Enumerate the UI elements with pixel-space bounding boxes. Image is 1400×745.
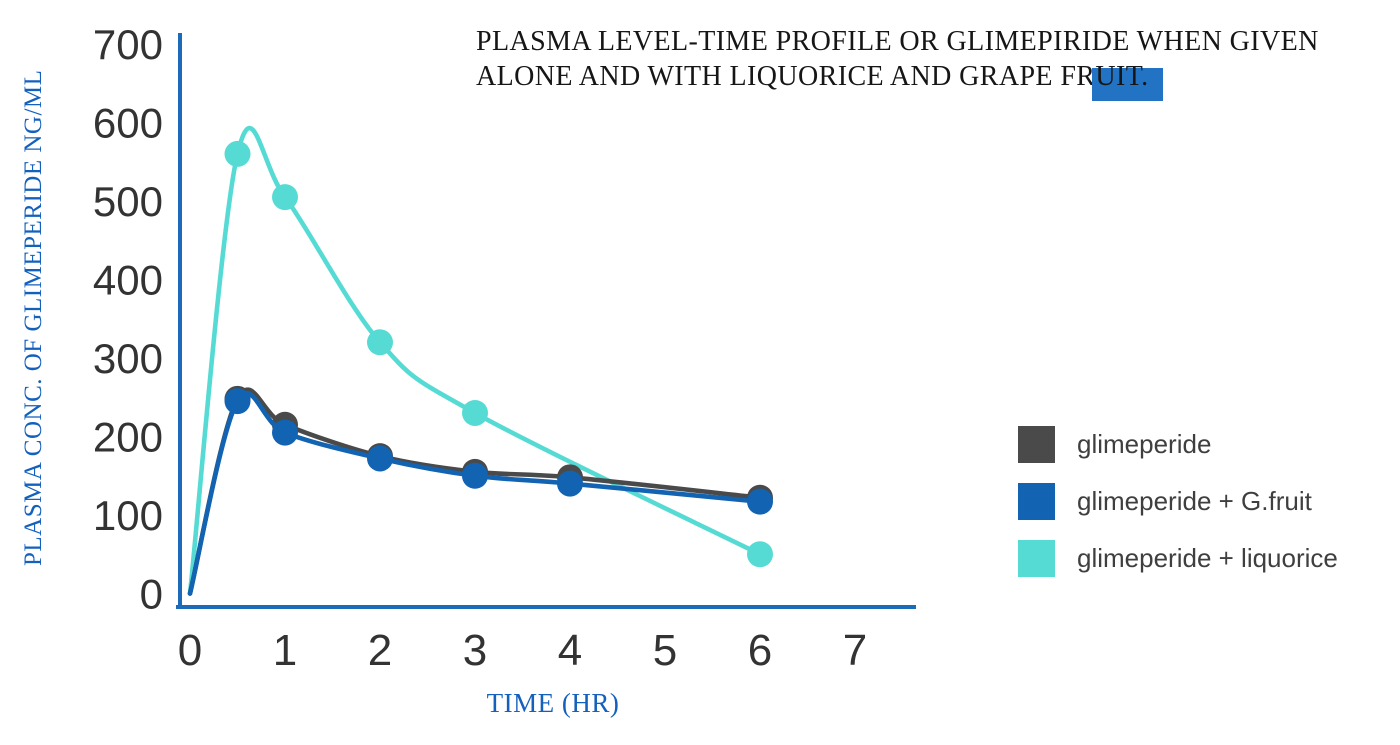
- y-tick-label-600: 600: [93, 100, 163, 147]
- y-tick-label-0: 0: [140, 571, 163, 618]
- data-point-series3-t2: [367, 329, 393, 356]
- legend-swatch-2: [1018, 483, 1055, 520]
- legend-item-3: glimeperide + liquorice: [1018, 540, 1338, 577]
- data-point-series2-t1: [272, 419, 298, 446]
- chart-title-line2-text: ALONE AND WITH LIQUORICE AND GRAPE FR: [476, 61, 1096, 92]
- chart-title-line2: ALONE AND WITH LIQUORICE AND GRAPE FR UIT…: [476, 59, 1396, 101]
- data-point-series3-t0.5: [224, 140, 251, 167]
- data-point-series2-t6: [747, 488, 773, 515]
- legend-label-1: glimeperide: [1077, 429, 1212, 459]
- y-tick-label-300: 300: [93, 335, 163, 382]
- legend-swatch-3: [1018, 540, 1055, 577]
- y-tick-label-500: 500: [93, 178, 163, 225]
- data-point-series2-t2: [367, 445, 393, 472]
- chart-title: PLASMA LEVEL-TIME PROFILE OR GLIMEPIRIDE…: [476, 24, 1396, 101]
- y-tick-label-200: 200: [93, 414, 163, 461]
- data-point-series2-t3: [462, 462, 488, 489]
- x-axis-title: TIME (HR): [486, 688, 620, 718]
- chart-title-line1: PLASMA LEVEL-TIME PROFILE OR GLIMEPIRIDE…: [476, 26, 1319, 57]
- legend: glimeperide glimeperide + G.fruit glimeper…: [1018, 426, 1338, 597]
- data-point-series2-t4: [557, 470, 583, 497]
- series-line-3: [187, 125, 763, 596]
- y-tick-label-700: 700: [93, 21, 163, 68]
- x-tick-label-3: 3: [463, 626, 487, 675]
- legend-item-1: glimeperide: [1018, 426, 1338, 463]
- y-axis-title: PLASMA CONC. OF GLIMEPERIDE NG/ML: [20, 69, 47, 566]
- legend-label-3: glimeperide + liquorice: [1077, 543, 1338, 573]
- title-highlight: UIT.: [1092, 59, 1163, 101]
- legend-item-2: glimeperide + G.fruit: [1018, 483, 1338, 520]
- y-tick-label-100: 100: [93, 492, 163, 539]
- data-point-series2-t0.5: [224, 388, 251, 415]
- x-tick-label-2: 2: [368, 626, 392, 675]
- x-tick-label-4: 4: [558, 626, 582, 675]
- x-tick-label-7: 7: [843, 626, 867, 675]
- data-point-series3-t3: [462, 399, 488, 426]
- x-tick-label-6: 6: [748, 626, 772, 675]
- x-tick-label-0: 0: [178, 626, 202, 675]
- data-point-series3-t6: [747, 541, 773, 568]
- legend-label-2: glimeperide + G.fruit: [1077, 486, 1312, 516]
- title-highlight-text: UIT.: [1095, 61, 1149, 92]
- data-point-series3-t1: [272, 184, 298, 211]
- x-tick-label-1: 1: [273, 626, 297, 675]
- y-tick-label-400: 400: [93, 257, 163, 304]
- x-tick-label-5: 5: [653, 626, 677, 675]
- legend-swatch-1: [1018, 426, 1055, 463]
